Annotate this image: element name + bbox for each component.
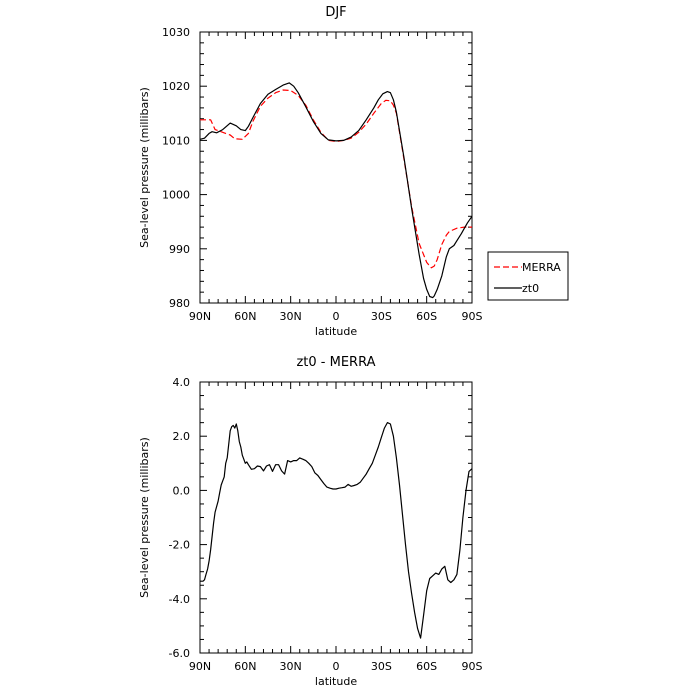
- chart0-xtick-label: 30N: [280, 310, 302, 323]
- chart1-title: zt0 - MERRA: [296, 355, 375, 370]
- chart1-xtick-label: 30N: [280, 660, 302, 673]
- chart1-xtick-label: 60N: [234, 660, 256, 673]
- legend-box: [487, 251, 569, 301]
- chart1-x-axis-label: latitude: [315, 675, 357, 688]
- legend-label-zt0: zt0: [522, 282, 539, 295]
- chart0-xtick-label: 90N: [189, 310, 211, 323]
- chart1-series-line-line: [200, 422, 473, 639]
- chart1-ytick-label: -6.0: [169, 647, 190, 660]
- chart0-ytick-label: 1020: [162, 80, 190, 93]
- chart0-y-axis-label: Sea-level pressure (millibars): [138, 87, 151, 248]
- chart0-title: DJF: [325, 5, 346, 20]
- chart0-ytick-label: 990: [169, 243, 190, 256]
- legend-label-merra: MERRA: [522, 261, 561, 274]
- chart0-xtick-label: 90S: [462, 310, 483, 323]
- chart0-xtick-label: 60N: [234, 310, 256, 323]
- chart1-plot-frame: [199, 381, 473, 654]
- chart0-ytick-label: 1010: [162, 134, 190, 147]
- chart0-x-axis-label: latitude: [315, 325, 357, 338]
- chart1-xtick-label: 90N: [189, 660, 211, 673]
- chart0-plot-frame: [199, 31, 473, 304]
- chart1-ytick-label: -4.0: [169, 593, 190, 606]
- chart0-xtick-label: 60S: [416, 310, 437, 323]
- chart1-y-axis-label: Sea-level pressure (millibars): [138, 437, 151, 598]
- chart0-ytick-label: 1030: [162, 26, 190, 39]
- chart1-xtick-label: 30S: [371, 660, 392, 673]
- chart1-ytick-label: 0.0: [173, 484, 191, 497]
- chart0-xtick-label: 0: [333, 310, 340, 323]
- chart1-xtick-label: 0: [333, 660, 340, 673]
- chart0-xtick-label: 30S: [371, 310, 392, 323]
- chart1-ytick-label: -2.0: [169, 539, 190, 552]
- chart0-series-merra-line: [200, 89, 472, 269]
- chart0-ytick-label: 1000: [162, 189, 190, 202]
- chart1-xtick-label: 60S: [416, 660, 437, 673]
- chart0-ytick-label: 980: [169, 297, 190, 310]
- chart1-ytick-label: 2.0: [173, 430, 191, 443]
- chart1-xtick-label: 90S: [462, 660, 483, 673]
- chart0-series-zt0-line: [199, 82, 473, 299]
- chart1-ytick-label: 4.0: [173, 376, 191, 389]
